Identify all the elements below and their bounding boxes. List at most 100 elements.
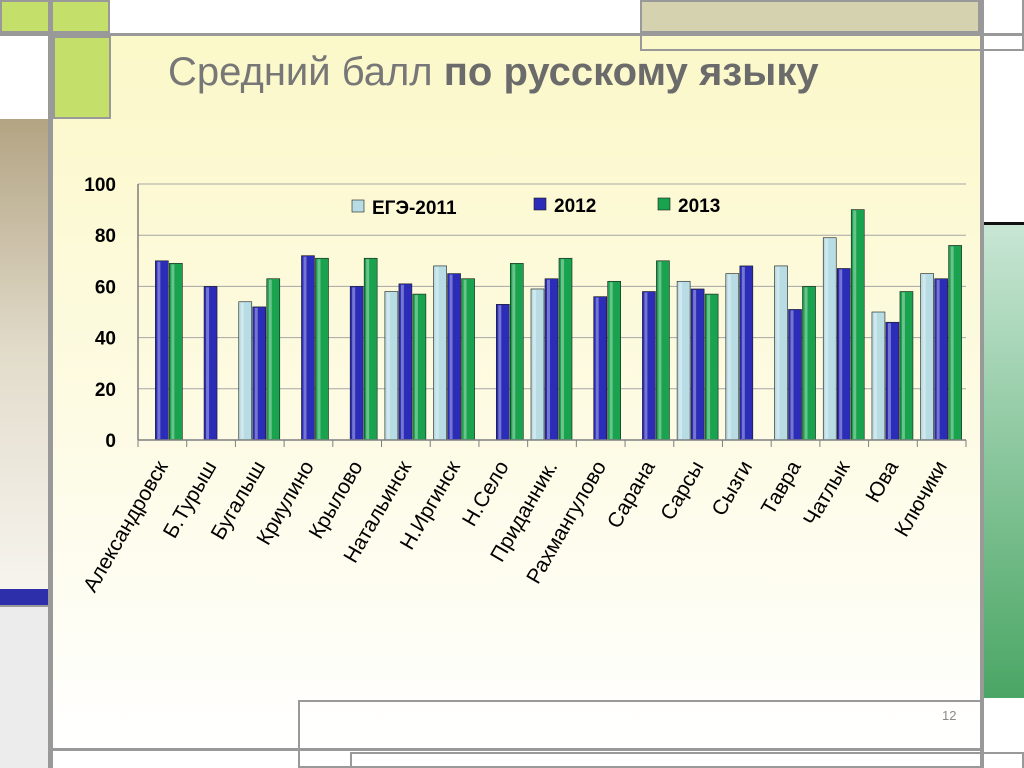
bar bbox=[676, 280, 691, 441]
bottom-right-box bbox=[298, 700, 980, 768]
bar bbox=[899, 291, 914, 441]
bar-highlight bbox=[171, 264, 175, 439]
bar-highlight bbox=[435, 266, 439, 439]
bar bbox=[530, 288, 545, 441]
bar-highlight bbox=[741, 266, 745, 439]
bar bbox=[495, 304, 510, 441]
bar bbox=[774, 265, 788, 441]
legend-label: 2012 bbox=[554, 196, 596, 217]
bar bbox=[252, 306, 267, 441]
bar bbox=[266, 278, 281, 441]
y-tick-label: 100 bbox=[84, 175, 116, 196]
x-category-label: Сарана bbox=[603, 457, 660, 533]
right-vertical-rule bbox=[980, 0, 984, 768]
legend-label: ЕГЭ-2011 bbox=[372, 198, 457, 219]
bar-highlight bbox=[463, 279, 467, 439]
bar-highlight bbox=[790, 310, 794, 439]
bar-highlight bbox=[240, 302, 244, 439]
right-green-stripe bbox=[984, 222, 1024, 698]
x-category-label: Юва bbox=[861, 457, 903, 507]
bar-highlight bbox=[950, 246, 954, 439]
top-rule bbox=[0, 33, 1024, 36]
bar-highlight bbox=[609, 282, 613, 439]
x-category-label: Александровск bbox=[79, 456, 173, 596]
bar bbox=[349, 286, 364, 441]
bar-highlight bbox=[853, 210, 857, 439]
bar bbox=[802, 286, 816, 441]
corner-green-block-2 bbox=[53, 36, 111, 119]
bar-highlight bbox=[547, 279, 550, 439]
x-category-label: Чатлык bbox=[799, 456, 855, 530]
bar bbox=[836, 268, 851, 441]
bar-highlight bbox=[268, 279, 272, 439]
bar bbox=[363, 257, 378, 441]
legend-swatch bbox=[351, 199, 365, 213]
bar-highlight bbox=[936, 279, 940, 439]
bottom-right-box-2 bbox=[350, 752, 1024, 768]
bar-highlight bbox=[157, 261, 161, 439]
bar bbox=[920, 273, 934, 441]
bar-highlight bbox=[533, 289, 536, 439]
legend-swatch bbox=[657, 197, 671, 211]
bar-highlight bbox=[658, 261, 662, 439]
x-category-label: Тавра bbox=[757, 457, 806, 519]
bar bbox=[739, 265, 754, 441]
bar-highlight bbox=[449, 274, 453, 439]
bar-highlight bbox=[825, 238, 829, 439]
bar-highlight bbox=[693, 289, 697, 439]
legend-label: 2013 bbox=[678, 196, 720, 217]
bar-highlight bbox=[366, 259, 370, 439]
bar bbox=[656, 260, 670, 441]
bar-highlight bbox=[707, 295, 711, 439]
bar-highlight bbox=[839, 269, 843, 439]
bar-highlight bbox=[498, 305, 502, 439]
bar bbox=[690, 288, 705, 441]
bar bbox=[384, 291, 399, 441]
bar bbox=[642, 291, 656, 441]
bar bbox=[398, 283, 413, 441]
y-tick-label: 80 bbox=[95, 226, 116, 247]
bar bbox=[822, 237, 837, 441]
bar-highlight bbox=[561, 259, 564, 439]
left-vertical-rule bbox=[48, 0, 53, 768]
y-tick-label: 20 bbox=[95, 380, 116, 401]
bar bbox=[412, 293, 427, 441]
bar-highlight bbox=[804, 287, 808, 439]
x-category-label: Сарсы bbox=[656, 457, 708, 524]
bar-highlight bbox=[679, 282, 683, 439]
bar bbox=[850, 209, 865, 441]
bar bbox=[461, 278, 475, 441]
bar-highlight bbox=[317, 259, 321, 439]
bar bbox=[948, 245, 962, 441]
y-tick-label: 0 bbox=[105, 431, 116, 452]
bar bbox=[704, 293, 719, 441]
bar-highlight bbox=[887, 323, 891, 439]
bar bbox=[315, 257, 329, 441]
bar-highlight bbox=[644, 292, 648, 439]
bar bbox=[433, 265, 447, 441]
bar bbox=[725, 273, 740, 441]
x-category-label: Сызги bbox=[708, 457, 758, 520]
x-category-label: Н.Село bbox=[458, 457, 514, 530]
left-bottom-box bbox=[0, 605, 48, 768]
bar bbox=[203, 286, 218, 441]
legend-swatch bbox=[533, 197, 547, 211]
bar bbox=[871, 311, 886, 441]
bar bbox=[169, 263, 183, 441]
top-right-outline bbox=[640, 0, 1024, 51]
bar bbox=[558, 257, 573, 441]
y-tick-label: 40 bbox=[95, 329, 116, 350]
left-tan-stripe bbox=[0, 119, 48, 589]
bar-highlight bbox=[206, 287, 210, 439]
top-right-box bbox=[640, 0, 980, 33]
bar-highlight bbox=[414, 295, 418, 439]
bar-highlight bbox=[922, 274, 926, 439]
bar-highlight bbox=[727, 274, 731, 439]
bar-highlight bbox=[901, 292, 905, 439]
bar-highlight bbox=[352, 287, 356, 439]
bar bbox=[544, 278, 559, 441]
bar bbox=[934, 278, 948, 441]
page-number: 12 bbox=[942, 708, 957, 723]
bar-highlight bbox=[512, 264, 516, 439]
